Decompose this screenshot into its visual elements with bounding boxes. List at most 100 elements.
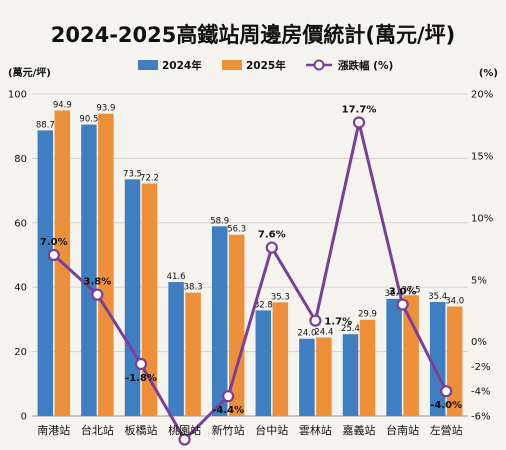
change-value-label: 7.6% (258, 230, 286, 241)
bar-value-label: 41.6 (167, 272, 186, 282)
bar-value-label: 72.2 (140, 174, 159, 184)
y-tick-label: 100 (8, 90, 27, 101)
change-point (396, 298, 409, 311)
bar (211, 226, 228, 416)
bar-value-label: 24.0 (297, 329, 316, 339)
category-label: 新竹站 (212, 423, 245, 437)
legend-marker (313, 59, 325, 71)
bar (316, 337, 332, 416)
bar (342, 334, 359, 416)
category-label: 桃園站 (168, 423, 201, 437)
legend: 2024年 2025年 漲跌幅 (%) (138, 59, 393, 72)
y-axis-right-label: (%) (479, 68, 498, 79)
change-point (265, 241, 278, 254)
y-axis-right-ticks: -6% -4% -2% 0% 5% 10% 15% 20% (471, 90, 493, 423)
y2-tick-label: 5% (471, 275, 487, 286)
y2-tick-label: 10% (471, 213, 493, 224)
legend-swatch (222, 60, 242, 70)
bar-value-label: 24.4 (314, 327, 333, 337)
bar (81, 124, 97, 416)
change-point (91, 288, 104, 301)
category-label: 板橋站 (125, 423, 158, 437)
change-value-labels: 7.0%3.8%-1.8%-7.9%-4.4%7.6%1.7%17.7%3.0%… (40, 104, 462, 416)
change-point (134, 357, 148, 371)
bar-value-label: 93.9 (96, 104, 115, 114)
legend-label: 漲跌幅 (%) (338, 59, 393, 72)
category-label: 台中站 (255, 423, 288, 437)
bar-value-label: 36.4 (385, 289, 404, 299)
bar (403, 295, 419, 416)
category-label: 南港站 (37, 423, 70, 437)
y-axis-left-ticks: 0 20 40 60 80 100 (8, 90, 27, 423)
legend-label: 2024年 (162, 59, 202, 72)
bar (386, 298, 402, 416)
chart-title: 2024-2025高鐵站周邊房價統計(萬元/坪) (51, 23, 455, 47)
change-point (222, 390, 235, 403)
bar (37, 130, 54, 417)
change-value-label: -4.4% (212, 405, 244, 416)
y-tick-label: 60 (14, 218, 27, 229)
category-label: 左營站 (430, 423, 463, 437)
bar-value-labels: 88.7 94.9 90.593.9 73.572.2 41.638.3 58.956.3… (36, 100, 464, 338)
bar (228, 234, 245, 416)
y2-tick-label: 0% (471, 337, 487, 348)
legend-label: 2025年 (246, 59, 286, 72)
category-label: 台北站 (81, 423, 114, 437)
change-point (178, 433, 191, 446)
x-axis-categories: 南港站 台北站 板橋站 桃園站 新竹站 台中站 雲林站 嘉義站 台南站 左營站 (37, 423, 462, 437)
y2-tick-label: 15% (471, 151, 493, 162)
y2-tick-label: -2% (471, 362, 490, 373)
category-label: 雲林站 (299, 423, 332, 437)
bar-value-label: 37.5 (402, 285, 421, 295)
y-axis-left-label: (萬元/坪) (8, 66, 51, 79)
change-value-label: 1.7% (324, 317, 352, 328)
bar-value-label: 29.9 (358, 310, 377, 320)
y2-tick-label: -6% (471, 412, 490, 423)
bar (98, 113, 114, 416)
y2-tick-label: -4% (471, 387, 490, 398)
bar-value-label: 94.9 (53, 100, 72, 110)
change-value-label: -1.8% (125, 373, 157, 384)
change-line-path (52, 120, 448, 442)
y-tick-label: 40 (14, 283, 27, 294)
bar (141, 183, 158, 416)
bar-value-label: 34.0 (445, 297, 464, 307)
bar (255, 310, 272, 416)
bar-value-label: 90.5 (79, 115, 98, 125)
bar-value-label: 38.3 (184, 283, 203, 293)
change-value-label: 17.7% (342, 104, 377, 115)
change-point (309, 314, 322, 327)
gridlines (32, 93, 468, 417)
bar-value-label: 73.5 (123, 169, 142, 179)
bars (37, 110, 463, 417)
bar-value-label: 35.3 (271, 292, 290, 302)
bar-value-label: 56.3 (227, 225, 246, 235)
bar (299, 338, 315, 416)
change-point (440, 385, 453, 398)
y-tick-label: 0 (21, 412, 27, 423)
change-value-label: 3.8% (84, 277, 112, 288)
category-label: 嘉義站 (343, 423, 376, 437)
bar (359, 319, 376, 416)
change-point (47, 248, 60, 262)
change-value-label: 3.0% (389, 287, 417, 298)
change-line (47, 116, 453, 446)
bar (168, 282, 184, 416)
change-value-label: -4.0% (430, 400, 462, 411)
bar-value-label: 25.4 (341, 324, 360, 334)
bar (272, 302, 289, 416)
bar (429, 302, 446, 416)
change-point (352, 116, 366, 129)
bar (185, 292, 201, 416)
bar-value-label: 58.9 (210, 216, 229, 226)
y-tick-label: 20 (14, 347, 27, 358)
change-value-label: 7.0% (40, 237, 68, 248)
y-tick-label: 80 (14, 154, 27, 165)
bar-value-label: 35.4 (428, 292, 447, 302)
legend-swatch (138, 60, 158, 70)
y2-tick-label: 20% (471, 90, 493, 101)
bar-value-label: 88.7 (36, 120, 55, 130)
category-label: 台南站 (386, 423, 419, 437)
